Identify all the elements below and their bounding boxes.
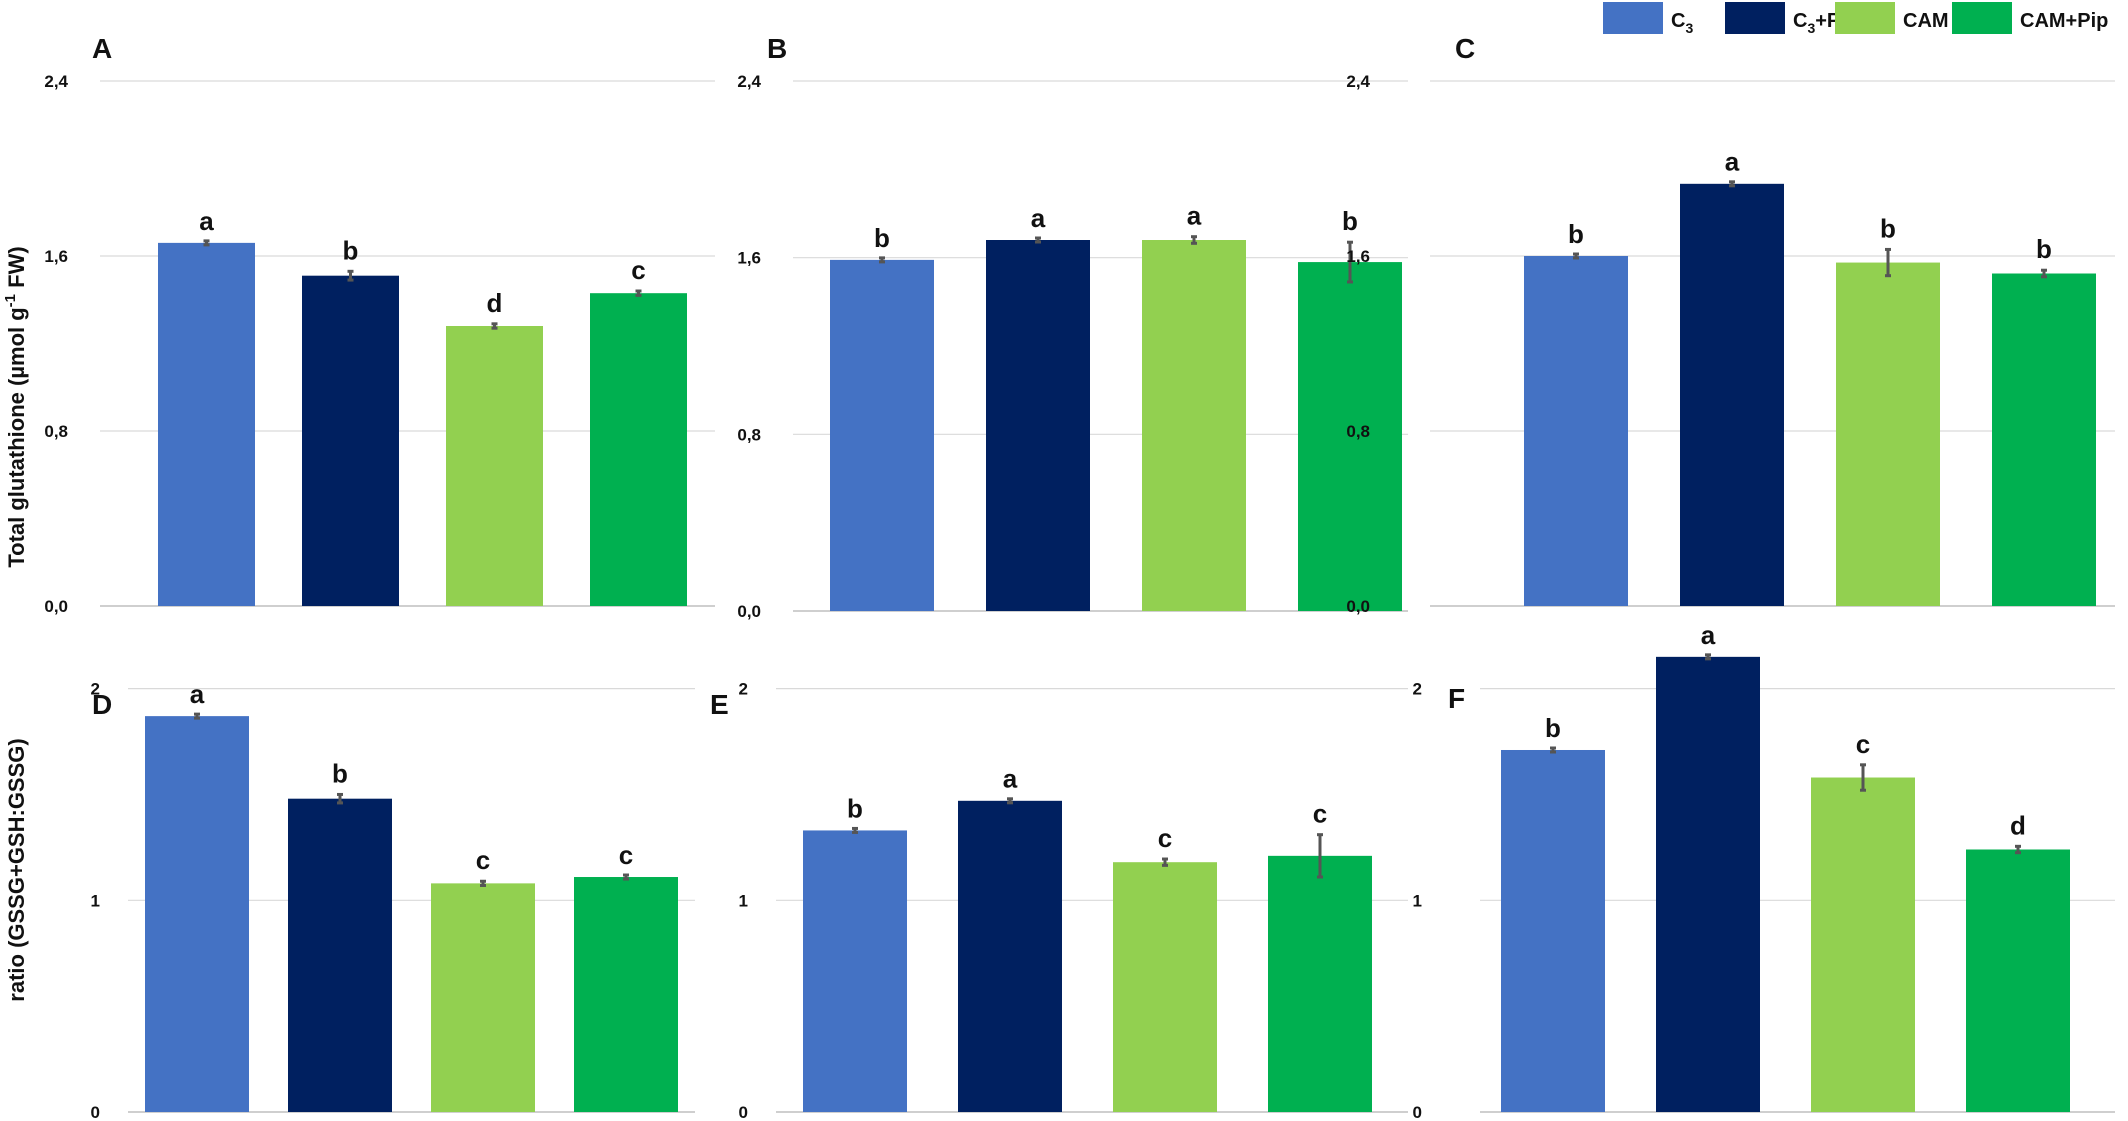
bar-f-c3 xyxy=(1501,749,1605,1112)
significance-label: b xyxy=(1545,713,1561,743)
legend-label-c3: C3 xyxy=(1671,10,1693,36)
legend-swatch-c3 xyxy=(1603,2,1663,34)
significance-label: a xyxy=(1701,620,1716,650)
y-tick-label: 1 xyxy=(91,891,100,910)
panel-label: C xyxy=(1455,33,1475,64)
significance-label: c xyxy=(631,255,645,285)
panel-f: 0 1 2 Fb a c d xyxy=(1413,620,2115,1121)
bar-b-campip xyxy=(1298,262,1402,611)
y-axis-label-ratio: ratio (GSSG+GSH:GSSG) xyxy=(4,738,29,1001)
y-tick-label: 0,8 xyxy=(44,422,68,441)
panel-label: A xyxy=(92,33,112,64)
bar-e-c3pip xyxy=(958,800,1062,1112)
y-tick-label: 0,0 xyxy=(44,597,68,616)
significance-label: c xyxy=(1158,823,1172,853)
y-tick-label: 2 xyxy=(739,680,748,699)
y-tick-label: 0 xyxy=(1413,1103,1422,1121)
significance-label: c xyxy=(1313,799,1327,829)
y-tick-label: 2 xyxy=(91,680,100,699)
significance-label: c xyxy=(619,840,633,870)
bar-c-c3pip xyxy=(1680,183,1784,606)
significance-label: b xyxy=(1568,219,1584,249)
panel-d: 0 1 2D a b c c xyxy=(91,679,695,1121)
significance-label: c xyxy=(1856,729,1870,759)
significance-label: a xyxy=(1725,147,1740,177)
y-tick-label: 1,6 xyxy=(44,247,68,266)
bar-d-campip xyxy=(574,877,678,1112)
bar-b-c3pip xyxy=(986,240,1090,611)
significance-label: b xyxy=(2036,234,2052,264)
y-tick-label: 1,6 xyxy=(737,249,761,268)
panels: 0,0 0,8 1,6 2,4 Aa b d c 0,0 0,8 1,6 2,4 Bb a a b 0,0 0,8… xyxy=(44,33,2115,1121)
y-axis-label-total-glutathione: Total glutathione (µmol g-1 FW) xyxy=(2,246,29,567)
y-tick-label: 1 xyxy=(739,891,748,910)
bar-f-cam xyxy=(1811,777,1915,1112)
bar-f-c3pip xyxy=(1656,656,1760,1112)
panel-c: 0,0 0,8 1,6 2,4 Cb a b b xyxy=(1346,33,2115,616)
panel-label: B xyxy=(767,33,787,64)
legend-swatch-c3pip xyxy=(1725,2,1785,34)
bar-c-cam xyxy=(1836,262,1940,606)
significance-label: b xyxy=(847,793,863,823)
y-tick-label: 0,0 xyxy=(737,602,761,621)
y-tick-label: 0 xyxy=(91,1103,100,1121)
legend-label-cam: CAM xyxy=(1903,10,1949,32)
significance-label: b xyxy=(1880,213,1896,243)
bar-f-campip xyxy=(1966,849,2070,1112)
bar-b-cam xyxy=(1142,240,1246,611)
bar-a-c3pip xyxy=(302,275,399,606)
y-tick-label: 0,8 xyxy=(1346,422,1370,441)
bar-a-cam xyxy=(446,326,543,606)
significance-label: a xyxy=(1003,764,1018,794)
panel-label: E xyxy=(710,689,729,720)
significance-label: c xyxy=(476,845,490,875)
legend-swatch-campip xyxy=(1952,2,2012,34)
y-tick-label: 0,8 xyxy=(737,425,761,444)
bar-b-c3 xyxy=(830,259,934,611)
significance-label: b xyxy=(874,223,890,253)
bar-e-c3 xyxy=(803,830,907,1112)
significance-label: a xyxy=(1031,203,1046,233)
y-tick-label: 2 xyxy=(1413,680,1422,699)
panel-a: 0,0 0,8 1,6 2,4 Aa b d c xyxy=(44,33,715,616)
y-tick-label: 2,4 xyxy=(1346,72,1370,91)
legend-swatch-cam xyxy=(1835,2,1895,34)
y-tick-label: 0 xyxy=(739,1103,748,1121)
significance-label: a xyxy=(190,679,205,709)
significance-label: b xyxy=(343,235,359,265)
panel-e: 0 1 2Eb a c c xyxy=(710,680,1408,1121)
y-tick-label: 2,4 xyxy=(44,72,68,91)
significance-label: d xyxy=(2010,810,2026,840)
legend-label-campip: CAM+Pip xyxy=(2020,10,2108,32)
significance-label: a xyxy=(199,206,214,236)
bar-e-campip xyxy=(1268,855,1372,1112)
bar-d-c3 xyxy=(145,716,249,1112)
bar-a-campip xyxy=(590,293,687,606)
y-tick-label: 2,4 xyxy=(737,72,761,91)
significance-label: b xyxy=(332,758,348,788)
bar-c-c3 xyxy=(1524,256,1628,606)
bar-a-c3 xyxy=(158,242,255,606)
bar-c-campip xyxy=(1992,273,2096,606)
panel-b: 0,0 0,8 1,6 2,4 Bb a a b xyxy=(737,33,1408,621)
y-tick-label: 1,6 xyxy=(1346,247,1370,266)
significance-label: d xyxy=(487,288,503,318)
bar-e-cam xyxy=(1113,862,1217,1112)
significance-label: a xyxy=(1187,201,1202,231)
y-tick-label: 0,0 xyxy=(1346,597,1370,616)
panel-label: D xyxy=(92,689,112,720)
bar-d-cam xyxy=(431,883,535,1112)
significance-label: b xyxy=(1342,206,1358,236)
y-tick-label: 1 xyxy=(1413,891,1422,910)
panel-label: F xyxy=(1448,683,1465,714)
bar-d-c3pip xyxy=(288,798,392,1112)
